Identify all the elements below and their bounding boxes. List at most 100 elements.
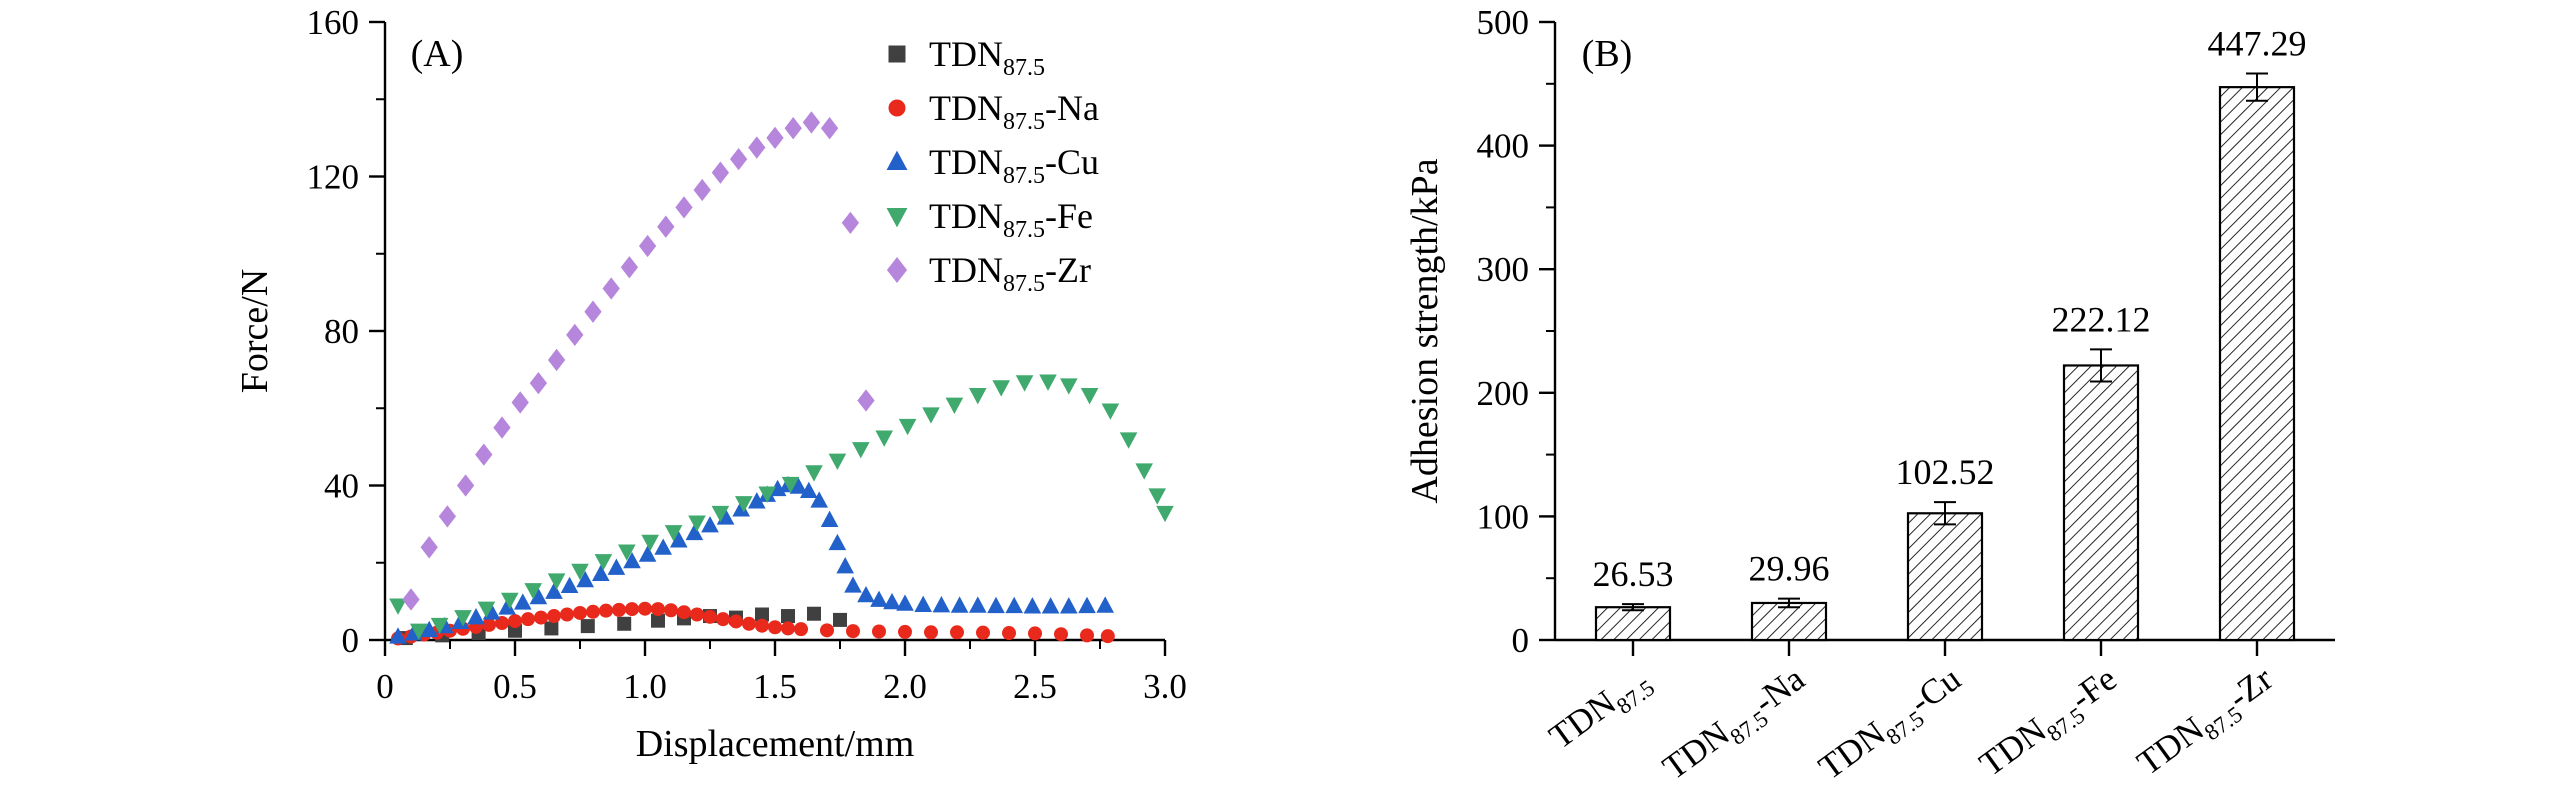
circle-marker — [898, 624, 912, 639]
triangle-down-marker — [571, 563, 589, 581]
diamond-marker — [529, 371, 548, 395]
diamond-marker — [620, 256, 639, 279]
triangle-down-marker — [641, 534, 659, 552]
triangle-down-marker — [875, 430, 893, 447]
triangle-down-marker — [1156, 505, 1174, 523]
triangle-up-marker — [836, 557, 854, 574]
bar-value-label: 26.53 — [1593, 554, 1674, 594]
x-axis-title: Displacement/mm — [636, 723, 915, 765]
triangle-up-marker — [1060, 597, 1078, 614]
bar-value-label: 447.29 — [2208, 24, 2307, 64]
triangle-up-marker — [560, 576, 579, 594]
triangle-down-marker — [886, 208, 908, 228]
bar — [1906, 512, 1984, 642]
x-category-label: TDN87.5-Fe — [1972, 659, 2127, 787]
triangle-down-marker — [969, 388, 987, 405]
square-marker — [580, 619, 595, 634]
triangle-down-marker — [758, 486, 776, 503]
triangle-up-marker — [844, 576, 862, 593]
x-category-label: TDN87.5 — [1542, 659, 1659, 761]
y-tick-label: 500 — [1477, 3, 1530, 42]
circle-marker — [794, 622, 808, 637]
x-tick-label: 3.0 — [1143, 667, 1187, 706]
circle-marker — [781, 621, 795, 636]
triangle-up-marker — [607, 558, 626, 575]
triangle-up-marker — [389, 627, 407, 644]
legend-label: TDN87.5-Cu — [929, 142, 1099, 189]
square-marker — [807, 606, 821, 621]
triangle-down-marker — [688, 515, 706, 532]
diamond-marker — [886, 256, 908, 284]
circle-marker — [586, 604, 600, 619]
circle-marker — [547, 609, 561, 624]
triangle-up-marker — [514, 593, 532, 610]
triangle-down-marker — [547, 573, 566, 590]
bar — [1750, 601, 1828, 642]
circle-marker — [1028, 626, 1042, 641]
circle-marker — [820, 623, 834, 638]
y-tick-label: 300 — [1477, 250, 1530, 289]
triangle-down-marker — [430, 617, 449, 635]
bar-value-label: 102.52 — [1896, 452, 1995, 492]
triangle-up-marker — [1023, 597, 1042, 614]
triangle-down-marker — [922, 407, 940, 424]
circle-marker — [625, 602, 639, 617]
bar-value-label: 222.12 — [2052, 299, 2151, 339]
circle-marker — [638, 601, 652, 616]
circle-marker — [508, 614, 522, 629]
legend-label: TDN87.5-Na — [929, 88, 1099, 135]
square-marker — [544, 621, 559, 636]
triangle-down-marker — [992, 380, 1010, 397]
triangle-up-marker — [638, 545, 657, 562]
x-tick-label: 0 — [376, 667, 394, 706]
triangle-up-marker — [670, 531, 688, 548]
y-tick-label: 0 — [1512, 621, 1530, 660]
series-tdn87-5-fe — [389, 374, 1174, 640]
circle-marker — [1054, 627, 1068, 642]
circle-marker — [924, 625, 938, 640]
square-marker — [781, 609, 795, 624]
triangle-down-marker — [664, 525, 683, 542]
triangle-up-marker — [748, 492, 766, 509]
x-tick-label: 2.5 — [1013, 667, 1057, 706]
y-tick-label: 160 — [307, 3, 360, 42]
triangle-down-marker — [594, 554, 613, 571]
bar-group-tdn87-5-cu: 102.52 TDN87.5-Cu — [1812, 452, 1995, 787]
y-tick-label: 40 — [324, 467, 359, 506]
y-tick-label: 120 — [307, 158, 360, 197]
triangle-up-marker — [732, 500, 750, 517]
series-tdn87-5-zr — [402, 111, 875, 611]
triangle-up-marker — [870, 590, 888, 607]
circle-marker — [534, 610, 548, 625]
triangle-up-marker — [1041, 597, 1060, 614]
legend-item-tdn87-5-cu: TDN87.5-Cu — [886, 142, 1099, 189]
triangle-down-marker — [477, 601, 496, 618]
y-tick-label: 80 — [324, 312, 359, 351]
triangle-up-marker — [828, 533, 847, 551]
triangle-up-marker — [820, 510, 839, 527]
triangle-down-marker — [1015, 375, 1034, 392]
panel-label: (A) — [411, 33, 464, 75]
bar — [2218, 86, 2296, 642]
bar-group-tdn87-5-fe: 222.12 TDN87.5-Fe — [1972, 299, 2151, 787]
triangle-up-marker — [1005, 596, 1023, 614]
diamond-marker — [402, 588, 420, 611]
circle-marker — [888, 99, 906, 117]
triangle-down-marker — [805, 465, 823, 482]
circle-marker — [976, 625, 990, 640]
triangle-up-marker — [467, 607, 485, 625]
x-tick-label: 1.0 — [623, 667, 667, 706]
x-category-label: TDN87.5-Cu — [1812, 659, 1972, 787]
triangle-down-marker — [735, 496, 753, 513]
triangle-up-marker — [914, 595, 932, 612]
y-axis-title: Adhesion strength/kPa — [1404, 158, 1446, 503]
circle-marker — [690, 607, 704, 622]
legend-label: TDN87.5 — [929, 34, 1045, 81]
legend-label: TDN87.5-Zr — [929, 250, 1091, 297]
diamond-marker — [784, 117, 802, 140]
triangle-down-marker — [1060, 378, 1078, 395]
circle-marker — [872, 624, 886, 639]
circle-marker — [560, 607, 574, 622]
triangle-up-marker — [1078, 596, 1096, 614]
